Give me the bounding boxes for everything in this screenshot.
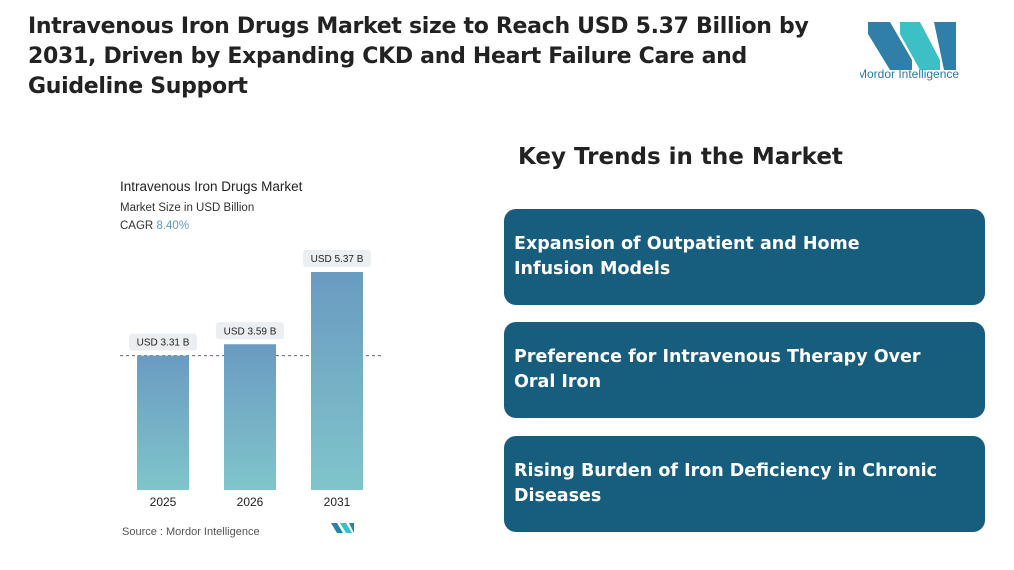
trend-card: Rising Burden of Iron Deficiency in Chro… — [504, 436, 985, 532]
source: Source : Mordor Intelligence — [122, 526, 260, 538]
chart: Intravenous Iron Drugs Market Market Siz… — [120, 179, 382, 538]
value-label-bg — [303, 250, 371, 267]
logo-text: Mordor Intelligence — [860, 67, 959, 81]
trend-card: Expansion of Outpatient and Home Infusio… — [504, 209, 985, 305]
bar — [137, 355, 189, 490]
small-logo — [331, 523, 354, 533]
page-title: Intravenous Iron Drugs Market size to Re… — [28, 14, 809, 99]
value-label: USD 5.37 B — [311, 254, 364, 265]
logo-shape — [900, 22, 940, 70]
logo-shape — [934, 22, 956, 70]
logo-shape — [331, 523, 343, 533]
logo-shape — [349, 523, 354, 533]
trends-title: Key Trends in the Market — [518, 144, 843, 170]
logo-shape — [340, 523, 352, 533]
chart-title: Intravenous Iron Drugs Market — [120, 179, 303, 194]
logo-shape — [868, 22, 912, 70]
bar — [311, 272, 363, 490]
bar — [224, 344, 276, 490]
cagr-label: CAGR 8.40% — [120, 220, 189, 232]
cagr-label: CAGR — [120, 220, 153, 232]
cagr-value: 8.40% — [156, 220, 189, 232]
x-tick-label: 2031 — [324, 495, 351, 509]
x-tick-label: 2026 — [237, 495, 264, 509]
chart-subtitle: Market Size in USD Billion — [120, 202, 254, 214]
value-label-bg — [216, 322, 284, 340]
value-label: USD 3.59 B — [224, 326, 277, 337]
logo: Mordor Intelligence — [860, 22, 959, 81]
trend-card: Preference for Intravenous Therapy Over … — [504, 322, 985, 418]
value-label-bg — [129, 333, 197, 351]
x-tick-label: 2025 — [150, 495, 177, 509]
value-label: USD 3.31 B — [137, 338, 190, 349]
